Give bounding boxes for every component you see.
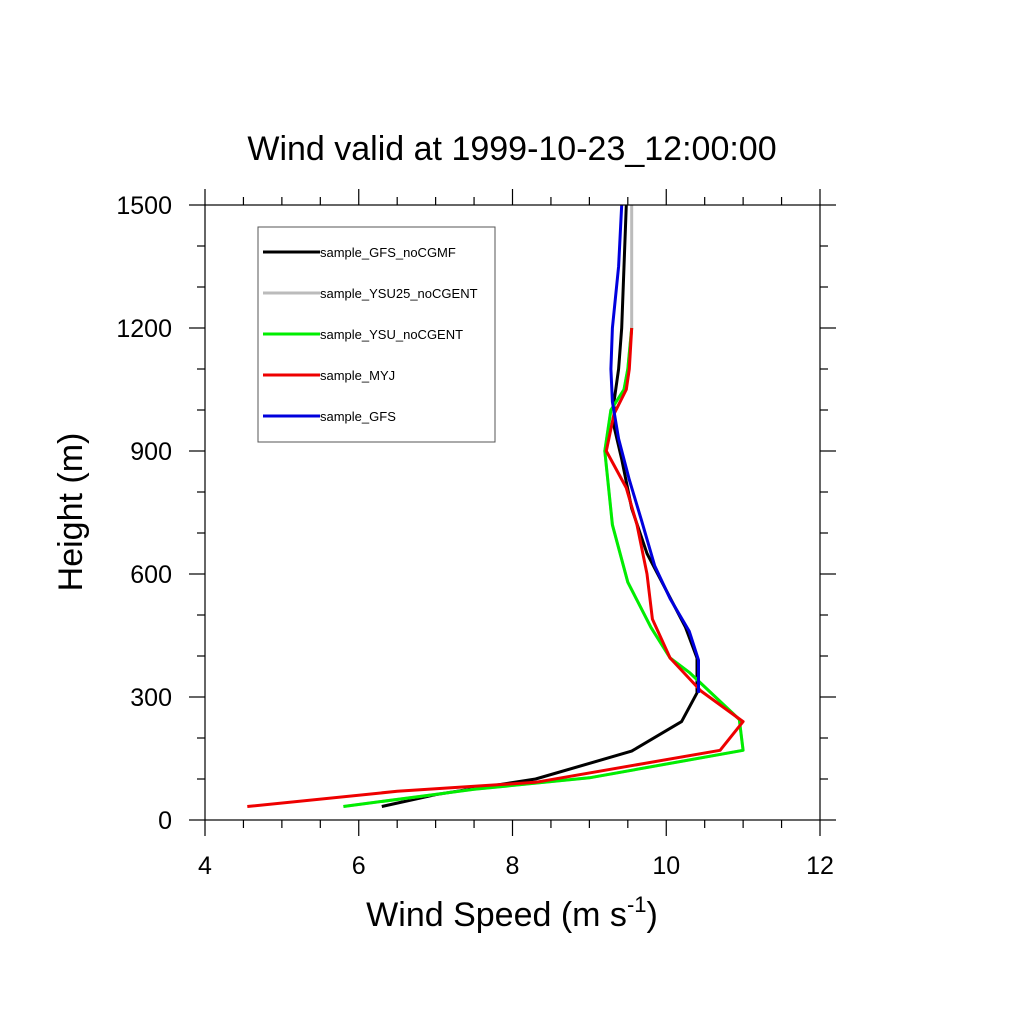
legend-label: sample_GFS_noCGMF xyxy=(320,245,456,260)
plot-frame xyxy=(204,204,821,821)
x-axis-label-close: ) xyxy=(647,896,658,934)
y-axis-label: Height (m) xyxy=(52,433,90,592)
series-lines xyxy=(247,204,745,808)
legend: sample_GFS_noCGMF sample_YSU25_noCGENTsam… xyxy=(257,226,496,443)
y-tick-label: 600 xyxy=(130,561,172,589)
y-tick-label: 0 xyxy=(158,807,172,835)
y-tick-label: 900 xyxy=(130,438,172,466)
x-tick-label: 10 xyxy=(652,852,680,880)
y-tick-label: 1200 xyxy=(116,315,172,343)
legend-label: sample_MYJ xyxy=(320,368,395,383)
x-axis-label-main: Wind Speed (m s xyxy=(366,896,627,934)
series-line-2 xyxy=(343,327,745,808)
y-tick-label: 300 xyxy=(130,684,172,712)
axis-ticks xyxy=(189,189,836,836)
series-line-4 xyxy=(609,204,700,693)
y-tick-label: 1500 xyxy=(116,192,172,220)
legend-label: sample_GFS xyxy=(320,409,396,424)
legend-label: sample_YSU_noCGENT xyxy=(320,327,463,342)
x-tick-label: 4 xyxy=(198,852,212,880)
legend-label: sample_YSU25_noCGENT xyxy=(320,286,478,301)
x-tick-label: 12 xyxy=(806,852,834,880)
x-tick-label: 6 xyxy=(352,852,366,880)
x-tick-labels: 4 6 8 10 12 xyxy=(198,852,834,880)
x-axis-label-superscript: -1 xyxy=(627,892,647,917)
series-line-3 xyxy=(247,327,745,808)
x-axis-label: Wind Speed (m s-1) xyxy=(366,892,658,934)
chart-title: Wind valid at 1999-10-23_12:00:00 xyxy=(247,130,776,168)
y-tick-labels: 0 300 600 900 1200 1500 xyxy=(116,192,172,835)
x-tick-label: 8 xyxy=(506,852,520,880)
